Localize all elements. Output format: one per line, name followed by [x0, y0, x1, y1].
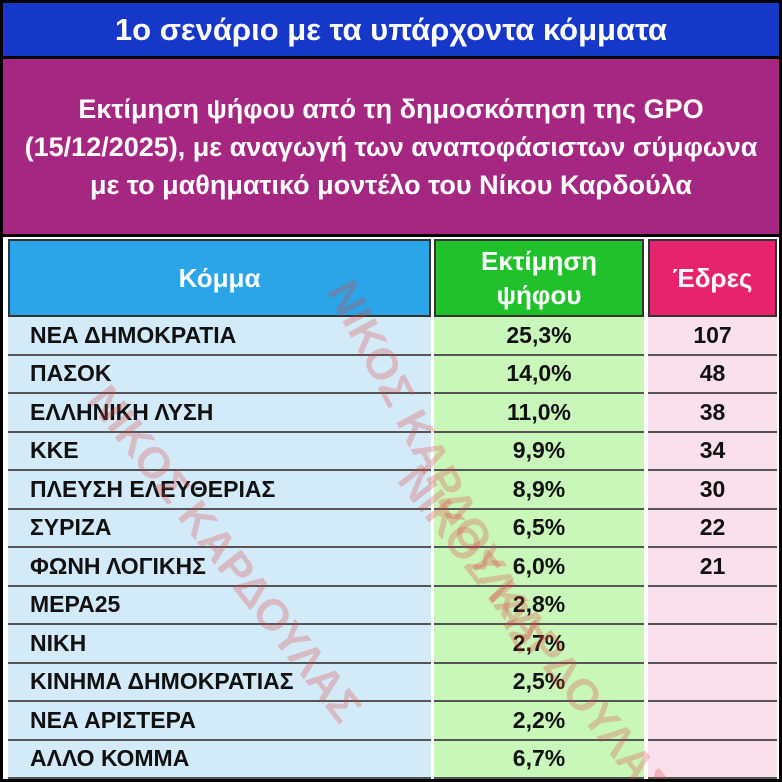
- table-cell: ΚΚΕ: [8, 433, 431, 471]
- subtitle: Εκτίμηση ψήφου από τη δημοσκόπηση της GP…: [3, 59, 779, 237]
- table-cell: 2,7%: [434, 625, 644, 664]
- table-cell: 34: [648, 433, 777, 471]
- table-cell: 48: [648, 356, 777, 394]
- table-cell: 6,0%: [434, 548, 644, 587]
- table-cell: ΠΑΣΟΚ: [8, 356, 431, 394]
- column-header: Εκτίμηση ψήφου: [434, 239, 644, 317]
- table-cell: 38: [648, 394, 777, 433]
- table-cell: 6,7%: [434, 741, 644, 779]
- table-cell: ΝΕΑ ΑΡΙΣΤΕΡΑ: [8, 702, 431, 741]
- table-cell: ΣΥΡΙΖΑ: [8, 510, 431, 548]
- table-cell: 30: [648, 471, 777, 510]
- table-cell: ΚΙΝΗΜΑ ΔΗΜΟΚΡΑΤΙΑΣ: [8, 664, 431, 702]
- table-cell: 11,0%: [434, 394, 644, 433]
- table-cell: ΝΙΚΗ: [8, 625, 431, 664]
- table-cell: ΕΛΛΗΝΙΚΗ ΛΥΣΗ: [8, 394, 431, 433]
- column-header: Έδρες: [648, 239, 777, 317]
- table-cell: ΝΕΑ ΔΗΜΟΚΡΑΤΙΑ: [8, 317, 431, 356]
- table-cell: ΦΩΝΗ ΛΟΓΙΚΗΣ: [8, 548, 431, 587]
- table-cell: 9,9%: [434, 433, 644, 471]
- table-cell: ΠΛΕΥΣΗ ΕΛΕΥΘΕΡΙΑΣ: [8, 471, 431, 510]
- table-cell: 25,3%: [434, 317, 644, 356]
- column-body: [8, 317, 431, 779]
- column-body: [434, 317, 644, 779]
- empty-cell: [648, 702, 777, 741]
- table-cell: ΜΕΡΑ25: [8, 587, 431, 625]
- table-cell: 22: [648, 510, 777, 548]
- table-cell: ΑΛΛΟ ΚΟΜΜΑ: [8, 741, 431, 779]
- table-cell: 6,5%: [434, 510, 644, 548]
- title: 1ο σενάριο με τα υπάρχοντα κόμματα: [3, 3, 779, 59]
- table-cell: 8,9%: [434, 471, 644, 510]
- table-cell: 14,0%: [434, 356, 644, 394]
- table-cell: 2,5%: [434, 664, 644, 702]
- empty-cell: [648, 741, 777, 779]
- column-body: [648, 317, 777, 779]
- empty-cell: [648, 664, 777, 702]
- table-cell: 2,2%: [434, 702, 644, 741]
- empty-cell: [648, 587, 777, 625]
- table-cell: 107: [648, 317, 777, 356]
- empty-cell: [648, 625, 777, 664]
- column-header: Κόμμα: [8, 239, 431, 317]
- table-cell: 21: [648, 548, 777, 587]
- table: Κόμμα Εκτίμηση ψήφου Έδρες ΝΕΑ ΔΗΜΟΚΡΑΤΙΑ 25…: [3, 237, 779, 779]
- table-cell: 2,8%: [434, 587, 644, 625]
